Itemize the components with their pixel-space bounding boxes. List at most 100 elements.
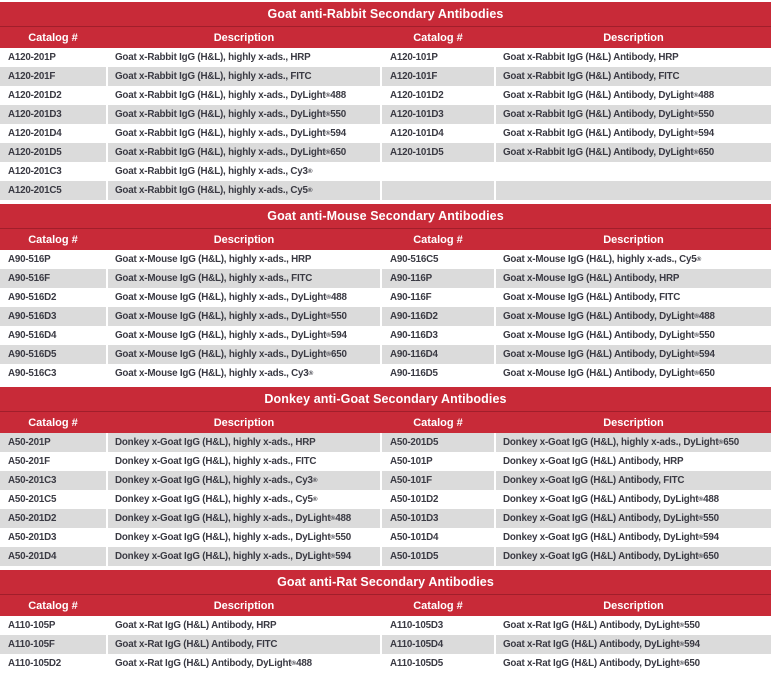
catalog-cell: A120-201D2	[0, 86, 106, 105]
table-row: A90-516C3 Goat x-Mouse IgG (H&L), highly …	[0, 364, 771, 383]
catalog-cell: A110-105F	[0, 635, 106, 654]
table-row: A110-105P Goat x-Rat IgG (H&L) Antibody, …	[0, 616, 771, 635]
description-cell: Goat x-Mouse IgG (H&L), highly x-ads., D…	[108, 288, 380, 307]
column-header-description-1: Description	[213, 31, 275, 44]
section-title-banner: Donkey anti-Goat Secondary Antibodies	[0, 387, 771, 411]
section-title-banner: Goat anti-Rat Secondary Antibodies	[0, 570, 771, 594]
catalog-cell: A120-101F	[382, 67, 494, 86]
catalog-cell: A90-116D5	[382, 364, 494, 383]
column-header-description-2: Description	[603, 599, 664, 612]
column-header-description-2: Description	[603, 233, 664, 246]
catalog-cell: A90-516C5	[382, 250, 494, 269]
catalog-cell: A120-201C3	[0, 162, 106, 181]
description-cell: Goat x-Rat IgG (H&L) Antibody, DyLight ® …	[496, 635, 771, 654]
description-cell	[496, 181, 771, 200]
description-cell: Goat x-Mouse IgG (H&L), highly x-ads., D…	[108, 345, 380, 364]
column-header-catalog-2: Catalog #	[413, 416, 463, 429]
table-row: A90-516D3 Goat x-Mouse IgG (H&L), highly …	[0, 307, 771, 326]
description-cell: Goat x-Rabbit IgG (H&L), highly x-ads., …	[108, 67, 380, 86]
catalog-cell: A110-105D3	[382, 616, 494, 635]
catalog-cell: A90-516D3	[0, 307, 106, 326]
description-cell: Goat x-Rabbit IgG (H&L) Antibody, HRP	[496, 48, 771, 67]
column-header-row: Catalog # Description Catalog # Description	[0, 594, 771, 616]
catalog-cell: A50-201C5	[0, 490, 106, 509]
description-cell: Goat x-Rabbit IgG (H&L), highly x-ads., …	[108, 162, 380, 181]
description-cell: Goat x-Mouse IgG (H&L) Antibody, DyLight…	[496, 307, 771, 326]
description-cell: Donkey x-Goat IgG (H&L), highly x-ads., …	[108, 509, 380, 528]
column-header-catalog-1: Catalog #	[28, 233, 78, 246]
description-cell: Donkey x-Goat IgG (H&L) Antibody, DyLigh…	[496, 528, 771, 547]
catalog-cell	[382, 181, 494, 200]
catalog-cell: A50-101D2	[382, 490, 494, 509]
table-row: A120-201D2 Goat x-Rabbit IgG (H&L), highl…	[0, 86, 771, 105]
column-header-description-1: Description	[213, 416, 275, 429]
table-row: A120-201F Goat x-Rabbit IgG (H&L), highly…	[0, 67, 771, 86]
description-cell: Donkey x-Goat IgG (H&L), highly x-ads., …	[108, 433, 380, 452]
catalog-cell: A120-201P	[0, 48, 106, 67]
table-row: A90-516F Goat x-Mouse IgG (H&L), highly x…	[0, 269, 771, 288]
table-row: A120-201P Goat x-Rabbit IgG (H&L), highly…	[0, 48, 771, 67]
description-cell: Goat x-Rabbit IgG (H&L), highly x-ads., …	[108, 124, 380, 143]
catalog-cell	[382, 162, 494, 181]
column-header-description-2: Description	[603, 31, 664, 44]
description-cell: Goat x-Rat IgG (H&L) Antibody, DyLight ® …	[108, 654, 380, 673]
catalog-cell: A50-201F	[0, 452, 106, 471]
table-row: A90-516D5 Goat x-Mouse IgG (H&L), highly …	[0, 345, 771, 364]
column-header-catalog-2: Catalog #	[413, 599, 463, 612]
column-header-row: Catalog # Description Catalog # Description	[0, 26, 771, 48]
description-cell: Goat x-Rabbit IgG (H&L) Antibody, DyLigh…	[496, 86, 771, 105]
catalog-cell: A110-105P	[0, 616, 106, 635]
catalog-cell: A50-101D4	[382, 528, 494, 547]
description-cell: Donkey x-Goat IgG (H&L) Antibody, HRP	[496, 452, 771, 471]
description-cell: Goat x-Mouse IgG (H&L) Antibody, DyLight…	[496, 364, 771, 383]
table-row: A50-201F Donkey x-Goat IgG (H&L), highly …	[0, 452, 771, 471]
column-header-catalog-2: Catalog #	[413, 31, 463, 44]
catalog-cell: A90-516C3	[0, 364, 106, 383]
table-row: A90-516D4 Goat x-Mouse IgG (H&L), highly …	[0, 326, 771, 345]
catalog-cell: A90-116F	[382, 288, 494, 307]
section-title: Goat anti-Mouse Secondary Antibodies	[267, 209, 504, 223]
table-row: A50-201D3 Donkey x-Goat IgG (H&L), highly…	[0, 528, 771, 547]
catalog-cell: A50-201P	[0, 433, 106, 452]
table-row: A50-201D4 Donkey x-Goat IgG (H&L), highly…	[0, 547, 771, 566]
catalog-cell: A120-201F	[0, 67, 106, 86]
catalog-cell: A50-201D2	[0, 509, 106, 528]
column-header-row: Catalog # Description Catalog # Description	[0, 411, 771, 433]
description-cell: Goat x-Mouse IgG (H&L), highly x-ads., D…	[108, 307, 380, 326]
description-cell: Donkey x-Goat IgG (H&L) Antibody, FITC	[496, 471, 771, 490]
column-header-description-1: Description	[213, 233, 275, 246]
catalog-cell: A50-201C3	[0, 471, 106, 490]
description-cell: Goat x-Rabbit IgG (H&L) Antibody, DyLigh…	[496, 105, 771, 124]
description-cell: Goat x-Mouse IgG (H&L), highly x-ads., F…	[108, 269, 380, 288]
catalog-cell: A50-201D4	[0, 547, 106, 566]
catalog-cell: A120-201D3	[0, 105, 106, 124]
description-cell: Goat x-Rabbit IgG (H&L) Antibody, DyLigh…	[496, 143, 771, 162]
description-cell: Goat x-Rat IgG (H&L) Antibody, DyLight ® …	[496, 654, 771, 673]
table-row: A120-201C3 Goat x-Rabbit IgG (H&L), highl…	[0, 162, 771, 181]
catalog-cell: A50-201D3	[0, 528, 106, 547]
table-row: A50-201C3 Donkey x-Goat IgG (H&L), highly…	[0, 471, 771, 490]
section-title: Goat anti-Rat Secondary Antibodies	[277, 575, 494, 589]
catalog-cell: A50-101F	[382, 471, 494, 490]
description-cell	[496, 162, 771, 181]
description-cell: Goat x-Rat IgG (H&L) Antibody, HRP	[108, 616, 380, 635]
section-title: Donkey anti-Goat Secondary Antibodies	[264, 392, 507, 406]
table-row: A90-516P Goat x-Mouse IgG (H&L), highly x…	[0, 250, 771, 269]
catalog-cell: A90-516P	[0, 250, 106, 269]
catalog-cell: A50-101D3	[382, 509, 494, 528]
description-cell: Donkey x-Goat IgG (H&L), highly x-ads., …	[108, 547, 380, 566]
catalog-cell: A50-101D5	[382, 547, 494, 566]
description-cell: Donkey x-Goat IgG (H&L), highly x-ads., …	[108, 452, 380, 471]
description-cell: Goat x-Mouse IgG (H&L) Antibody, DyLight…	[496, 326, 771, 345]
catalog-cell: A90-116D4	[382, 345, 494, 364]
description-cell: Donkey x-Goat IgG (H&L), highly x-ads., …	[108, 471, 380, 490]
description-cell: Goat x-Rabbit IgG (H&L) Antibody, DyLigh…	[496, 124, 771, 143]
description-cell: Goat x-Mouse IgG (H&L) Antibody, HRP	[496, 269, 771, 288]
catalog-cell: A90-116D2	[382, 307, 494, 326]
catalog-cell: A110-105D5	[382, 654, 494, 673]
description-cell: Goat x-Mouse IgG (H&L), highly x-ads., D…	[108, 326, 380, 345]
table-row: A120-201D3 Goat x-Rabbit IgG (H&L), highl…	[0, 105, 771, 124]
catalog-cell: A120-101D3	[382, 105, 494, 124]
catalog-cell: A110-105D2	[0, 654, 106, 673]
table-row: A110-105F Goat x-Rat IgG (H&L) Antibody, …	[0, 635, 771, 654]
